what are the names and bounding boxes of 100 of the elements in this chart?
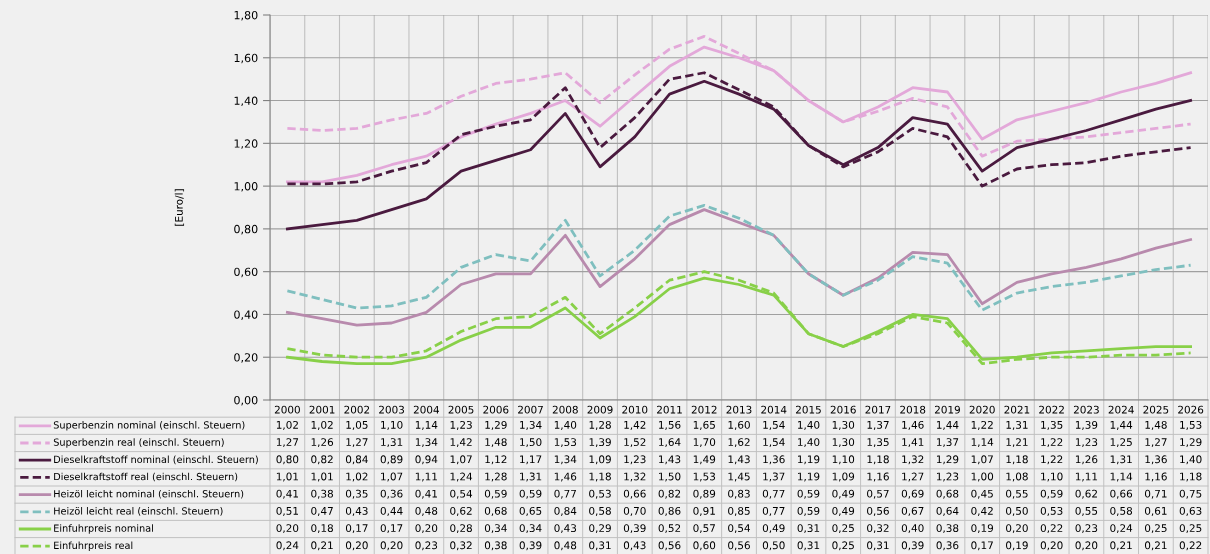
x-tick-label: 2000 [274,405,300,414]
data-label: 0,21 [311,541,333,551]
data-label: 0,20 [415,524,438,534]
data-label: 0,75 [1179,489,1202,499]
data-label: 0,17 [345,524,368,534]
data-label: 1,11 [415,472,437,482]
data-label: 1,35 [1041,420,1063,430]
data-label: 0,84 [554,506,577,516]
data-label: 0,39 [901,541,924,551]
data-label: 1,36 [1145,455,1167,465]
data-label: 0,41 [415,489,437,499]
data-label: 1,46 [902,420,924,430]
data-label: 0,68 [936,489,959,499]
data-label: 0,77 [554,489,576,499]
line-series [285,203,1193,312]
y-tick-label: 1,40 [234,96,258,107]
data-label: 1,54 [763,421,785,430]
data-label: 0,48 [554,541,577,551]
data-label: 1,40 [1180,455,1202,465]
data-label: 0,91 [693,506,715,516]
data-label: 0,31 [589,541,611,551]
data-label: 1,22 [1041,455,1063,465]
data-label: 0,82 [311,455,333,465]
data-label: 1,34 [520,420,542,430]
legend-label: Einfuhrpreis real [54,541,133,551]
data-label: 1,31 [1110,455,1132,465]
data-label: 1,36 [763,455,785,465]
data-label: 1,50 [659,472,681,482]
data-label: 0,20 [1075,541,1098,551]
data-label: 0,66 [623,489,646,499]
data-label: 0,67 [901,506,924,516]
x-tick-label: 2022 [1039,405,1064,414]
data-label: 0,56 [728,541,750,551]
data-label: 1,09 [832,472,855,482]
data-label: 0,41 [276,489,299,499]
data-label: 1,31 [520,472,542,482]
data-label: 0,59 [519,489,542,499]
data-label: 1,07 [381,472,403,482]
data-label: 1,37 [763,472,785,482]
data-label: 1,31 [381,438,403,448]
data-label: 0,94 [415,455,438,465]
y-tick-label: 0,00 [234,395,258,406]
data-label: 1,56 [659,420,681,430]
data-label: 0,20 [276,524,299,534]
data-label: 0,23 [1075,524,1098,534]
data-label: 1,53 [1180,420,1202,430]
data-label: 0,25 [832,541,854,551]
data-label: 0,34 [484,524,507,534]
data-label: 1,25 [1110,438,1132,448]
data-label: 1,28 [589,420,611,430]
data-label: 1,26 [311,438,334,448]
x-tick-label: 2010 [622,405,648,414]
data-label: 1,30 [832,438,855,448]
data-label: 0,52 [658,524,681,534]
legend-label: Superbenzin nominal (einschl. Steuern) [53,421,245,431]
data-label: 0,24 [1110,524,1133,534]
data-label: 0,18 [311,524,333,534]
data-label: 0,56 [658,541,681,551]
data-label: 0,86 [658,506,681,516]
data-label: 0,22 [1179,541,1202,551]
y-tick-label: 0,40 [234,310,258,320]
data-label: 1,43 [659,455,681,465]
data-label: 1,10 [832,455,855,465]
data-label: 0,32 [450,541,472,551]
data-label: 1,27 [902,472,924,482]
y-tick-label: 0,20 [234,353,258,363]
y-tick-label: 1,60 [234,53,258,64]
data-label: 0,20 [1006,524,1028,534]
data-label: 1,40 [798,420,820,430]
data-label: 1,50 [520,438,542,448]
data-label: 0,48 [415,506,438,516]
data-label: 0,19 [971,524,994,534]
data-label: 0,63 [1179,506,1202,516]
data-label: 1,54 [763,438,785,448]
data-label: 1,19 [798,472,820,482]
data-label: 0,19 [1006,541,1028,551]
data-label: 1,08 [1006,472,1028,482]
x-tick-label: 2015 [795,405,821,414]
data-label: 1,24 [450,472,473,482]
data-label: 0,25 [1144,524,1167,534]
data-label: 0,69 [901,489,924,499]
data-label: 1,18 [589,472,611,482]
data-label: 1,27 [1145,438,1167,448]
data-label: 0,53 [1040,506,1063,516]
data-label: 1,40 [554,420,577,430]
data-label: 1,37 [867,420,889,430]
data-label: 1,14 [971,438,994,448]
data-label: 0,55 [1006,489,1028,499]
data-label: 1,27 [346,438,368,448]
data-label: 0,53 [589,489,611,499]
data-label: 0,85 [728,506,750,516]
data-label: 0,43 [554,524,577,534]
legend-label: Dieselkraftstoff nominal (einschl. Steuern) [54,455,258,465]
x-tick-label: 2023 [1073,405,1099,414]
data-label: 0,39 [623,524,646,534]
data-label: 1,23 [1075,438,1098,448]
data-label: 1,60 [728,420,750,430]
data-label: 1,14 [415,421,438,430]
x-tick-label: 2012 [691,405,717,414]
data-label: 0,54 [450,489,473,499]
